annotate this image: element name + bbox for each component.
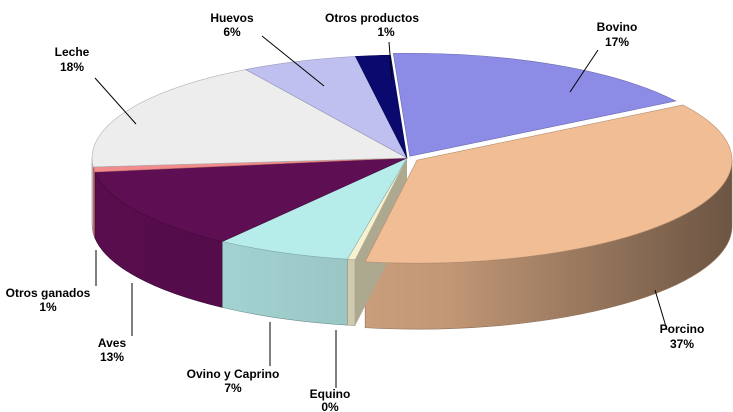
slice-label-huevos: Huevos (210, 11, 254, 25)
slice-percent-otros-ganados: 1% (39, 300, 57, 314)
slice-side-equino (347, 259, 355, 325)
slice-label-leche: Leche (55, 45, 90, 59)
slice-label-otros-ganados: Otros ganados (6, 286, 91, 300)
slice-percent-leche: 18% (60, 60, 84, 74)
slice-label-equino: Equino (310, 387, 351, 401)
slice-percent-porcino: 37% (670, 337, 694, 351)
slice-percent-aves: 13% (100, 350, 124, 364)
slice-percent-otros-productos: 1% (377, 25, 395, 39)
slice-label-bovino: Bovino (597, 20, 638, 34)
slice-label-ovino-y-caprino: Ovino y Caprino (187, 367, 280, 381)
slice-percent-equino: 0% (321, 400, 339, 412)
slice-percent-huevos: 6% (223, 25, 241, 39)
slice-label-aves: Aves (98, 336, 127, 350)
leader-line-leche (95, 78, 136, 124)
pie-top-faces (92, 53, 732, 263)
slice-percent-bovino: 17% (605, 35, 629, 49)
slice-percent-ovino-y-caprino: 7% (224, 381, 242, 395)
slice-label-porcino: Porcino (660, 322, 705, 336)
slice-label-otros-productos: Otros productos (325, 11, 419, 25)
